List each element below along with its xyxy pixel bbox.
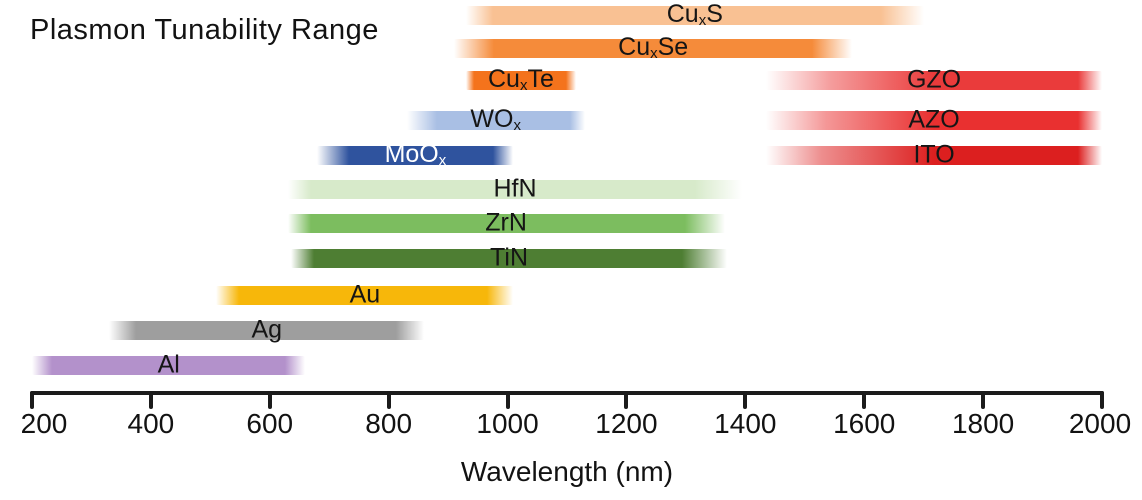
x-tick-label-2000: 2000 [1068,408,1132,439]
bar-HfN: HfN [287,176,743,201]
x-tick-label-1200: 1200 [595,408,658,439]
label-subscript: x [698,11,707,29]
x-tick-1400 [743,391,748,409]
label-text: Ag [251,315,283,343]
x-axis-label: Wavelength (nm) [460,456,674,487]
x-tick-400 [148,391,153,409]
bar-label-HfN: HfN [288,176,743,201]
label-text: S [706,0,723,28]
x-tick-600 [267,391,272,409]
x-axis-line [30,391,1104,395]
x-tick-800 [386,391,391,409]
x-tick-label-1400: 1400 [714,408,777,439]
label-text: ITO [913,140,955,168]
bar-label-Al: Al [32,352,305,377]
x-tick-label-1000: 1000 [476,408,539,439]
label-subscript: x [519,76,528,94]
label-text: Se [657,32,689,61]
bar-label-Ag: Ag [109,317,424,342]
x-tick-label-400: 400 [127,408,175,439]
bar-Al: Al [32,352,306,377]
bar-label-ITO: ITO [766,142,1102,167]
bar-label-WOx: WOx [407,104,585,134]
label-subscript: x [650,44,658,62]
bar-label-MoOx: MoOx [317,139,513,169]
bar-label-ZrN: ZrN [288,210,725,235]
bar-label-AZO: AZO [766,107,1102,132]
x-tick-label-600: 600 [246,408,294,439]
bar-TiN: TiN [290,245,728,270]
label-text: TiN [490,243,528,271]
label-subscript: x [438,151,447,169]
label-text: Cu [618,32,651,61]
bar-CuxSe: CuxSe [454,34,853,61]
bar-GZO: GZO [766,67,1102,92]
label-text: Al [157,350,180,378]
bar-ZrN: ZrN [287,210,725,235]
x-tick-label-800: 800 [365,408,413,439]
bar-ITO: ITO [766,142,1102,167]
bar-AZO: AZO [766,107,1102,132]
x-tick-2000 [1100,391,1104,409]
bar-label-Au: Au [216,282,513,307]
label-text: Au [349,280,381,308]
label-subscript: x [513,116,521,134]
bar-label-CuxS: CuxS [466,0,924,29]
bar-label-GZO: GZO [766,67,1102,92]
label-text: Cu [666,0,699,28]
label-text: HfN [493,174,537,202]
label-text: ZrN [485,208,527,236]
x-tick-1600 [862,391,867,409]
label-text: Te [527,64,554,93]
x-tick-1800 [981,391,986,409]
label-text: WO [470,104,514,133]
x-tick-label-1800: 1800 [951,408,1015,439]
plot-area: CuxS CuxSe CuxTe GZO WOx AZO MoOx ITO HfN ZrN TiN A… [32,1,1102,377]
bar-Ag: Ag [109,317,425,342]
label-text: GZO [906,65,962,93]
label-text: Cu [487,64,520,93]
bar-label-CuxTe: CuxTe [466,64,576,94]
bar-CuxTe: CuxTe [465,66,576,93]
x-tick-label-200: 200 [20,408,68,439]
x-tick-1000 [505,391,510,409]
bar-WOx: WOx [406,106,585,133]
bar-Au: Au [216,282,514,307]
label-text: AZO [908,105,960,133]
x-tick-label-1600: 1600 [833,408,896,439]
bar-label-TiN: TiN [291,245,728,270]
bar-MoOx: MoOx [317,141,514,168]
bar-CuxS: CuxS [465,1,924,28]
bar-label-CuxSe: CuxSe [454,32,852,62]
x-tick-200 [30,391,34,409]
label-text: MoO [384,139,439,168]
chart-title: Plasmon Tunability Range [30,14,379,46]
x-tick-1200 [624,391,629,409]
